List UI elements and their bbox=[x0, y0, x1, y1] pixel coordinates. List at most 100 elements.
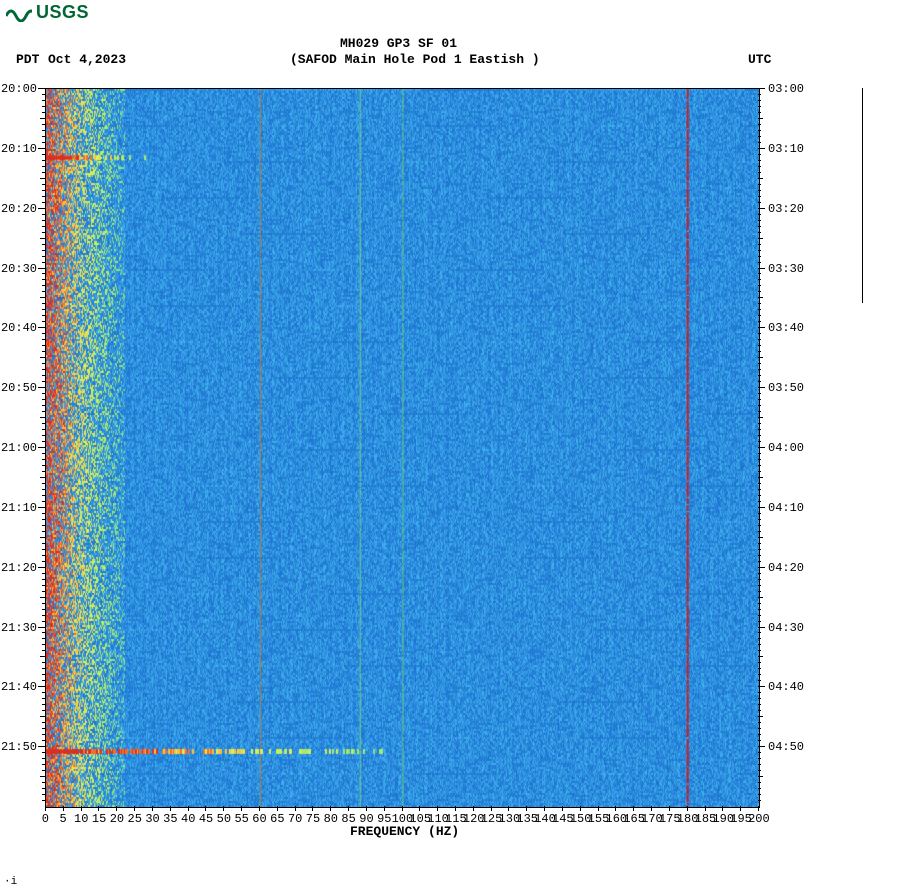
right-tick-label: 03:40 bbox=[768, 321, 804, 335]
right-axis: 03:0003:1003:2003:3003:4003:5004:0004:10… bbox=[758, 88, 808, 808]
bottom-tick bbox=[63, 806, 64, 811]
bottom-tick-label: 5 bbox=[60, 812, 67, 826]
right-tick-label: 03:10 bbox=[768, 142, 804, 156]
left-tick bbox=[42, 94, 45, 95]
left-tick bbox=[42, 674, 45, 675]
bottom-tick bbox=[205, 806, 206, 811]
right-tick bbox=[758, 88, 765, 89]
right-tick bbox=[758, 453, 761, 454]
right-tick bbox=[758, 734, 761, 735]
bottom-tick bbox=[508, 806, 509, 811]
right-tick bbox=[758, 549, 761, 550]
left-tick bbox=[42, 543, 45, 544]
right-tick bbox=[758, 782, 761, 783]
bottom-tick bbox=[544, 806, 545, 811]
right-tick bbox=[758, 489, 761, 490]
left-tick bbox=[42, 621, 45, 622]
left-tick bbox=[42, 638, 45, 639]
left-tick bbox=[42, 196, 45, 197]
right-tick bbox=[758, 357, 763, 358]
right-tick-label: 04:20 bbox=[768, 561, 804, 575]
footnote: ·i bbox=[4, 876, 17, 888]
bottom-tick bbox=[633, 806, 634, 811]
left-tick bbox=[42, 632, 45, 633]
bottom-tick bbox=[473, 806, 474, 811]
left-tick bbox=[40, 597, 45, 598]
right-tick bbox=[758, 279, 761, 280]
left-tick bbox=[40, 118, 45, 119]
left-tick bbox=[38, 447, 45, 448]
left-tick bbox=[42, 250, 45, 251]
bottom-tick-label: 70 bbox=[288, 812, 302, 826]
left-tick bbox=[38, 507, 45, 508]
left-tick bbox=[40, 297, 45, 298]
bottom-tick-label: 55 bbox=[234, 812, 248, 826]
left-tick bbox=[42, 644, 45, 645]
right-tick bbox=[758, 256, 761, 257]
left-tick bbox=[42, 202, 45, 203]
right-tick bbox=[758, 106, 761, 107]
right-tick bbox=[758, 214, 761, 215]
right-tick bbox=[758, 399, 761, 400]
bottom-tick bbox=[348, 806, 349, 811]
left-tick bbox=[42, 734, 45, 735]
left-tick bbox=[42, 615, 45, 616]
left-tick bbox=[42, 441, 45, 442]
left-tick bbox=[42, 459, 45, 460]
right-tick bbox=[758, 435, 761, 436]
left-tick bbox=[42, 519, 45, 520]
left-tick bbox=[42, 782, 45, 783]
left-tick bbox=[42, 214, 45, 215]
left-tick bbox=[42, 232, 45, 233]
right-tick-label: 03:30 bbox=[768, 262, 804, 276]
left-tick bbox=[40, 178, 45, 179]
right-tick bbox=[758, 788, 761, 789]
left-tick bbox=[42, 423, 45, 424]
left-tick bbox=[42, 333, 45, 334]
bottom-tick bbox=[116, 806, 117, 811]
right-tick bbox=[758, 447, 765, 448]
right-tick bbox=[758, 244, 761, 245]
right-tick-label: 04:10 bbox=[768, 501, 804, 515]
right-tick bbox=[758, 232, 761, 233]
right-tick bbox=[758, 794, 761, 795]
bottom-tick bbox=[722, 806, 723, 811]
left-tick bbox=[42, 315, 45, 316]
left-tick bbox=[42, 279, 45, 280]
right-tick bbox=[758, 800, 761, 801]
right-tick bbox=[758, 441, 761, 442]
right-tick bbox=[758, 680, 761, 681]
right-tick bbox=[758, 309, 761, 310]
left-timezone: PDT bbox=[16, 52, 39, 67]
bottom-tick bbox=[402, 806, 403, 811]
left-tick bbox=[40, 656, 45, 657]
right-tick bbox=[758, 417, 763, 418]
bottom-tick-label: 15 bbox=[92, 812, 106, 826]
right-tick bbox=[758, 722, 761, 723]
left-tick bbox=[42, 291, 45, 292]
right-tick bbox=[758, 704, 761, 705]
left-tick bbox=[38, 268, 45, 269]
right-tick bbox=[758, 483, 761, 484]
right-tick bbox=[758, 112, 761, 113]
right-tick bbox=[758, 369, 761, 370]
left-tick bbox=[42, 172, 45, 173]
left-tick bbox=[42, 698, 45, 699]
bottom-tick bbox=[705, 806, 706, 811]
right-tick bbox=[758, 381, 761, 382]
bottom-tick-label: 0 bbox=[42, 812, 49, 826]
left-tick-label: 21:00 bbox=[1, 441, 37, 455]
left-tick bbox=[42, 262, 45, 263]
left-tick bbox=[42, 381, 45, 382]
left-tick bbox=[42, 154, 45, 155]
left-tick bbox=[42, 351, 45, 352]
bottom-tick bbox=[491, 806, 492, 811]
right-tick bbox=[758, 674, 761, 675]
bottom-tick bbox=[526, 806, 527, 811]
bottom-tick bbox=[419, 806, 420, 811]
usgs-logo-text: USGS bbox=[36, 2, 89, 23]
right-tick bbox=[758, 172, 761, 173]
right-tick bbox=[758, 573, 761, 574]
right-tick bbox=[758, 202, 761, 203]
left-tick bbox=[38, 387, 45, 388]
